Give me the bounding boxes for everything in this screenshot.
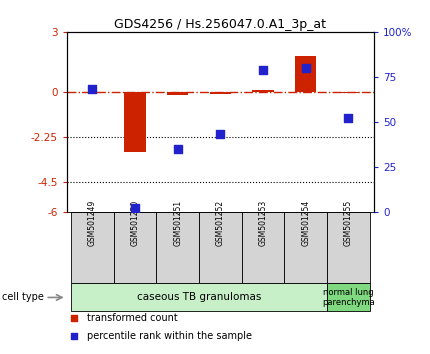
Text: GSM501255: GSM501255 — [344, 200, 353, 246]
Bar — [295, 56, 316, 92]
Bar — [114, 212, 157, 284]
Text: transformed count: transformed count — [86, 313, 178, 324]
Point — [302, 65, 309, 71]
Bar — [210, 92, 231, 94]
Bar — [327, 212, 370, 284]
Title: GDS4256 / Hs.256047.0.A1_3p_at: GDS4256 / Hs.256047.0.A1_3p_at — [114, 18, 326, 31]
Bar — [327, 284, 370, 312]
Bar — [252, 90, 274, 92]
Bar — [124, 92, 146, 152]
Point — [217, 131, 224, 137]
Text: GSM501249: GSM501249 — [88, 200, 97, 246]
Text: GSM501253: GSM501253 — [258, 200, 267, 246]
Point — [71, 333, 78, 339]
Point — [89, 86, 96, 92]
Bar — [82, 92, 103, 93]
Bar — [157, 212, 199, 284]
Text: GSM501250: GSM501250 — [130, 200, 139, 246]
Point — [260, 67, 267, 73]
Bar — [284, 212, 327, 284]
Text: normal lung
parenchyma: normal lung parenchyma — [322, 288, 375, 307]
Point — [71, 316, 78, 321]
Text: percentile rank within the sample: percentile rank within the sample — [86, 331, 252, 341]
Bar — [71, 212, 114, 284]
Point — [345, 115, 352, 121]
Bar — [199, 212, 242, 284]
Bar — [167, 92, 188, 95]
Text: GSM501251: GSM501251 — [173, 200, 182, 246]
Bar — [338, 92, 359, 93]
Text: cell type: cell type — [2, 292, 44, 302]
Text: caseous TB granulomas: caseous TB granulomas — [137, 292, 261, 302]
Point — [174, 146, 181, 152]
Text: GSM501252: GSM501252 — [216, 200, 225, 246]
Bar — [71, 284, 327, 312]
Text: GSM501254: GSM501254 — [301, 200, 310, 246]
Bar — [242, 212, 284, 284]
Point — [132, 205, 138, 211]
